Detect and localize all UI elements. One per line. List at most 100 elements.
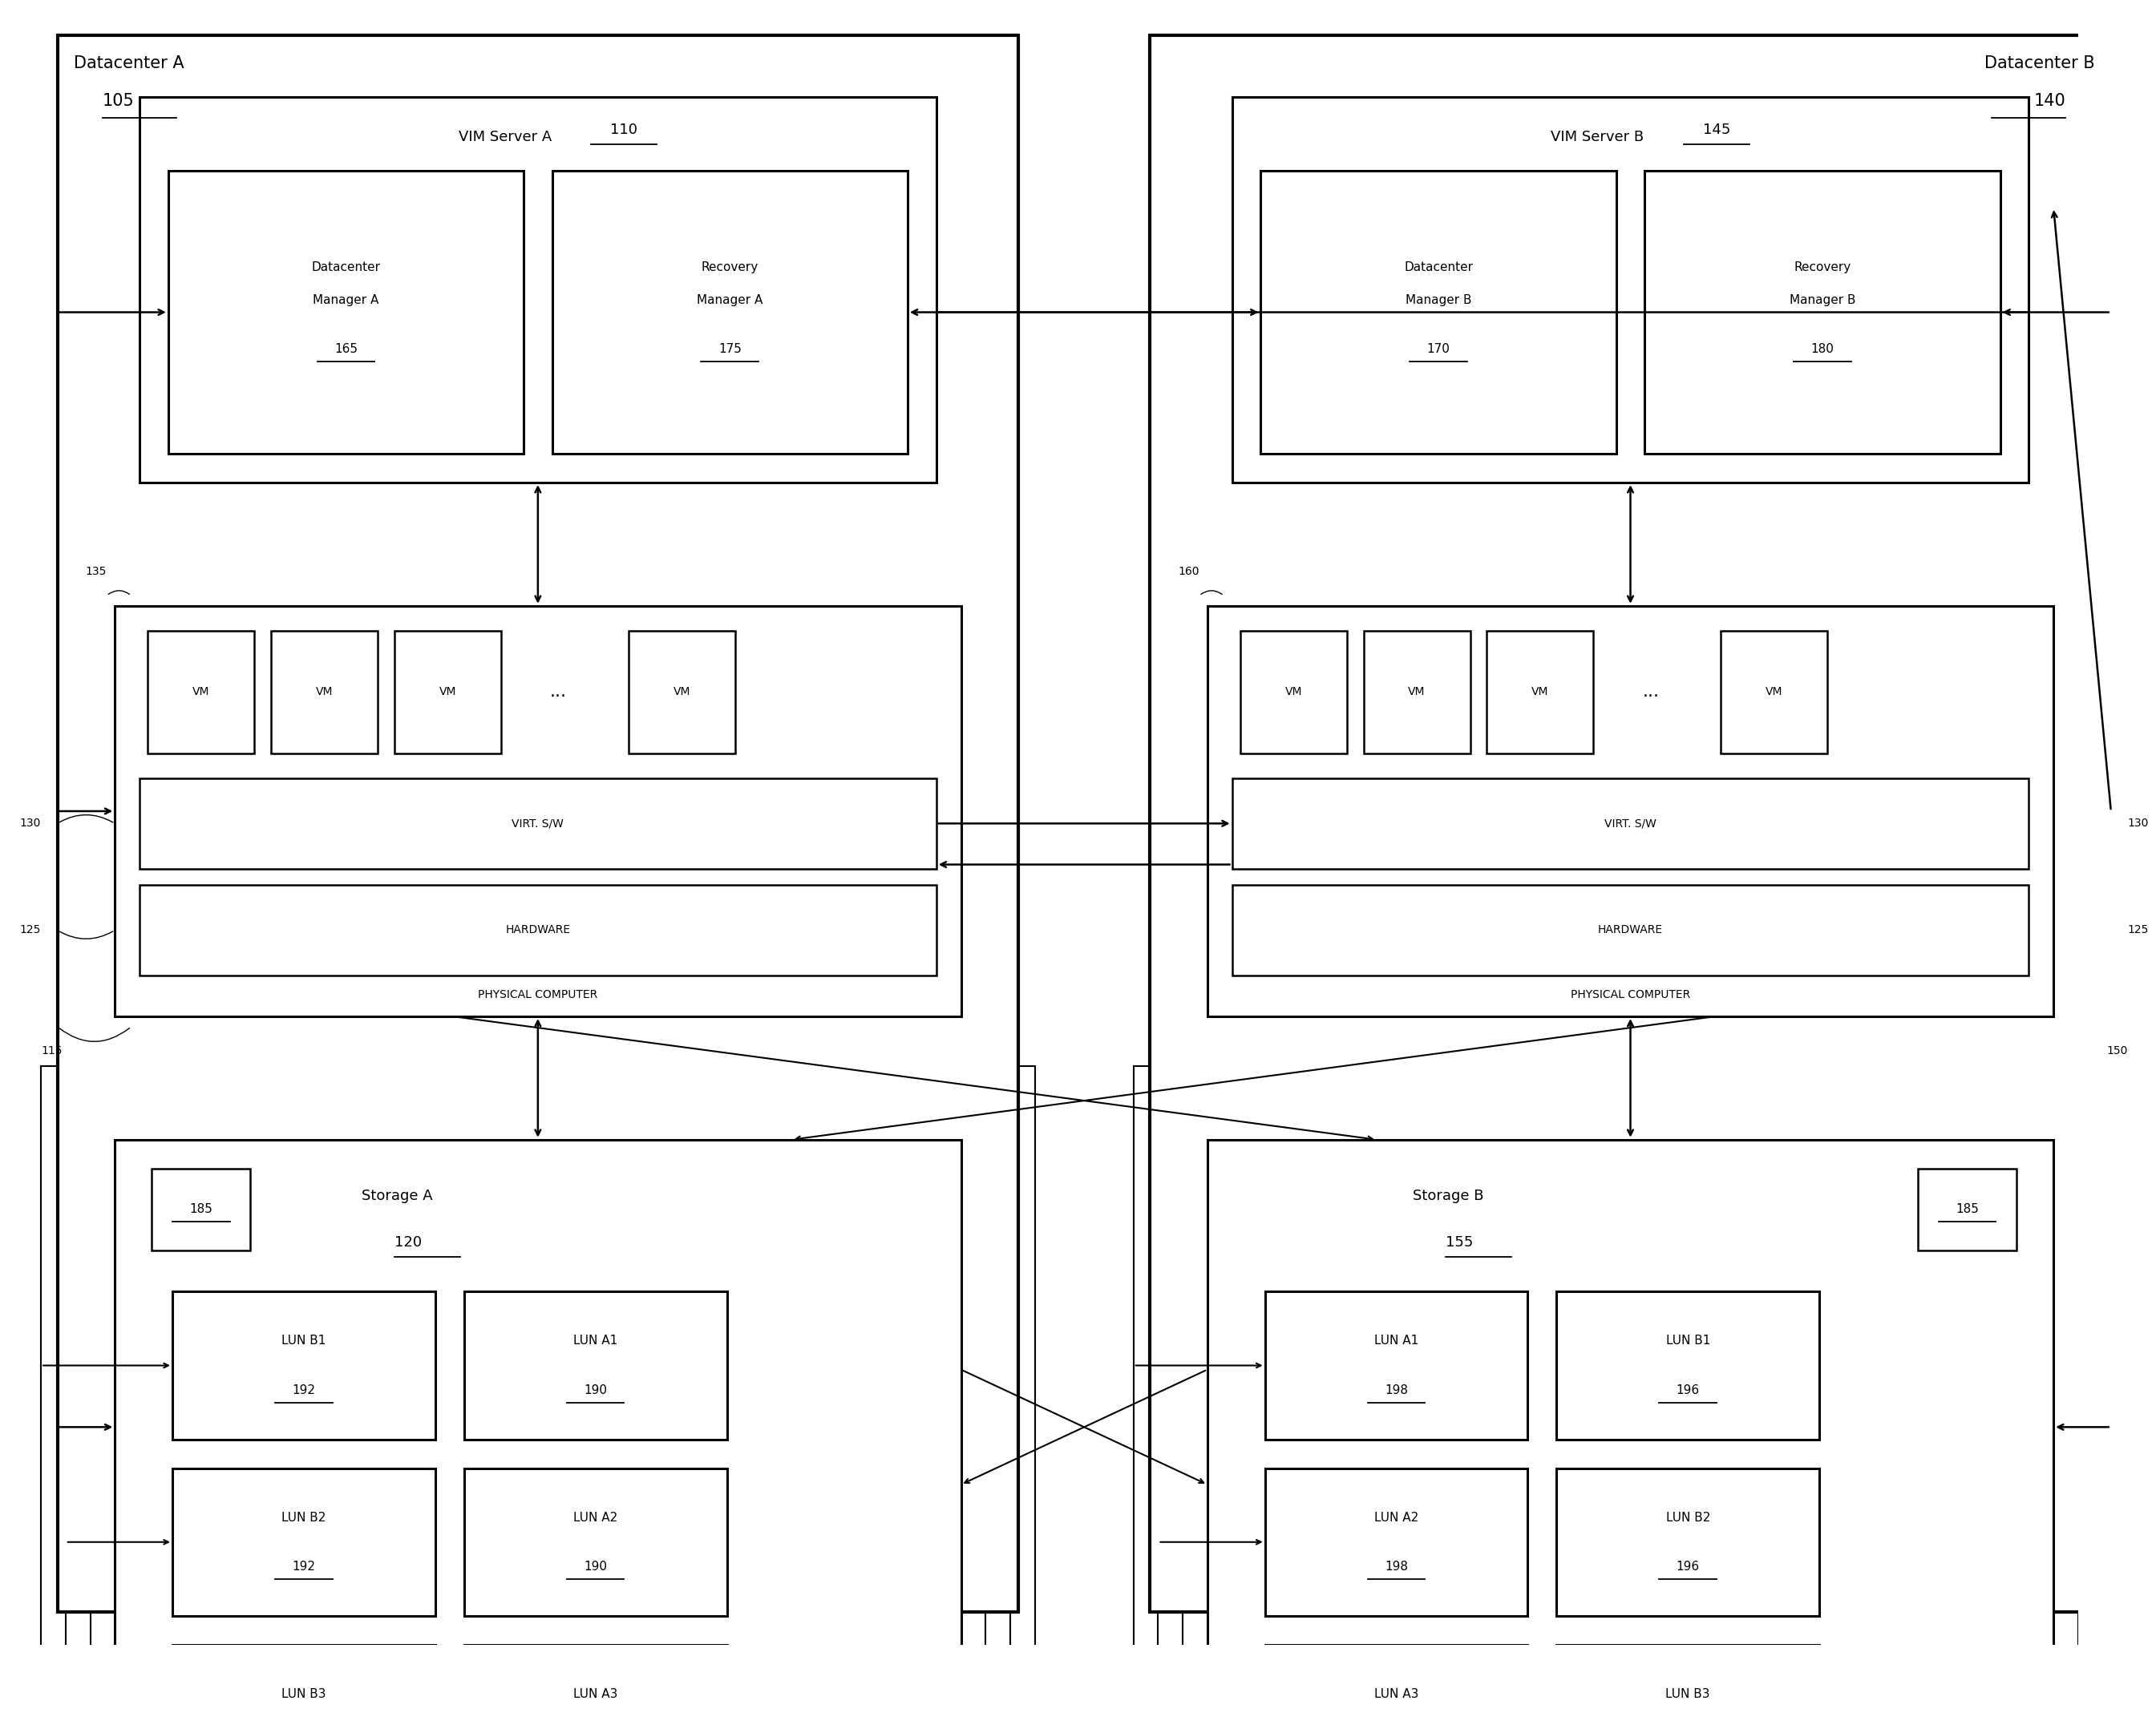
Text: 185: 185 (190, 1203, 213, 1215)
Text: 130: 130 (19, 818, 41, 828)
Text: 140: 140 (2033, 94, 2065, 109)
Text: VIRT. S/W: VIRT. S/W (511, 818, 565, 828)
Bar (1158, 1090, 2102, 1733)
Bar (58, 35, 1018, 1612)
Text: VM: VM (440, 686, 457, 698)
Text: 145: 145 (1703, 123, 1731, 137)
Text: 198: 198 (1384, 1385, 1408, 1397)
Text: VIRT. S/W: VIRT. S/W (1604, 818, 1656, 828)
Bar (1240, 631, 1348, 754)
Text: PHYSICAL COMPUTER: PHYSICAL COMPUTER (479, 990, 597, 1000)
Text: VM: VM (1285, 686, 1302, 698)
Text: VM: VM (673, 686, 690, 698)
Text: VM: VM (1531, 686, 1548, 698)
Bar (114, 607, 962, 1017)
Text: 150: 150 (2106, 1045, 2128, 1057)
Text: 192: 192 (293, 1561, 315, 1572)
Text: 190: 190 (584, 1385, 608, 1397)
Text: Manager B: Manager B (1789, 295, 1856, 307)
Text: VM: VM (192, 686, 209, 698)
Text: HARDWARE: HARDWARE (505, 925, 571, 936)
Bar (140, 886, 936, 976)
Text: 165: 165 (334, 343, 358, 355)
Bar (1261, 170, 1617, 454)
Bar (172, 1468, 436, 1615)
Text: LUN A2: LUN A2 (573, 1511, 617, 1523)
Text: LUN B3: LUN B3 (1667, 1688, 1710, 1700)
Bar (1720, 631, 1828, 754)
Text: LUN B2: LUN B2 (282, 1511, 326, 1523)
Bar (1266, 1291, 1529, 1440)
Text: Datacenter: Datacenter (310, 262, 379, 274)
Bar (1557, 1468, 1820, 1615)
Bar (1557, 1291, 1820, 1440)
Text: Datacenter B: Datacenter B (1984, 55, 2093, 71)
Text: 175: 175 (718, 343, 742, 355)
Bar (1488, 631, 1593, 754)
Text: ...: ... (550, 685, 567, 700)
Bar (1266, 1645, 1529, 1733)
Text: Datacenter A: Datacenter A (73, 55, 183, 71)
Bar (1363, 631, 1470, 754)
Text: Storage B: Storage B (1412, 1189, 1483, 1203)
Text: Datacenter: Datacenter (1404, 262, 1473, 274)
Text: ...: ... (1643, 685, 1660, 700)
Bar (172, 1291, 436, 1440)
Bar (1557, 1645, 1820, 1733)
Bar (464, 1645, 727, 1733)
Text: Recovery: Recovery (701, 262, 759, 274)
Text: 130: 130 (2128, 818, 2150, 828)
Text: 185: 185 (1955, 1203, 1979, 1215)
Text: 192: 192 (293, 1385, 315, 1397)
Text: 160: 160 (1177, 567, 1199, 577)
Text: 170: 170 (1427, 343, 1451, 355)
Text: 120: 120 (395, 1236, 423, 1249)
Text: VM: VM (315, 686, 332, 698)
Bar (140, 778, 936, 868)
Text: LUN B1: LUN B1 (282, 1334, 326, 1347)
Bar (1645, 170, 2001, 454)
Text: 190: 190 (584, 1561, 608, 1572)
Text: Storage A: Storage A (362, 1189, 433, 1203)
Text: LUN B1: LUN B1 (1667, 1334, 1710, 1347)
Text: 110: 110 (610, 123, 638, 137)
Text: 115: 115 (41, 1045, 63, 1057)
Text: VM: VM (1408, 686, 1425, 698)
Bar (1207, 1140, 2053, 1714)
Bar (41, 1066, 1035, 1733)
Bar (627, 631, 735, 754)
Text: LUN A2: LUN A2 (1373, 1511, 1419, 1523)
Text: LUN A3: LUN A3 (1373, 1688, 1419, 1700)
Text: Manager A: Manager A (696, 295, 763, 307)
Bar (272, 631, 377, 754)
Bar (1134, 1066, 2128, 1733)
Bar (464, 1468, 727, 1615)
Text: PHYSICAL COMPUTER: PHYSICAL COMPUTER (1570, 990, 1690, 1000)
Bar (1231, 97, 2029, 484)
Bar (1266, 1468, 1529, 1615)
Text: 155: 155 (1447, 1236, 1473, 1249)
Bar (1184, 1114, 2078, 1733)
Text: 180: 180 (1811, 343, 1835, 355)
Text: 125: 125 (19, 925, 41, 936)
Bar (149, 631, 254, 754)
Bar (1919, 1168, 2016, 1251)
Text: VIM Server B: VIM Server B (1550, 130, 1645, 144)
Text: LUN A1: LUN A1 (1373, 1334, 1419, 1347)
Bar (91, 1114, 985, 1733)
Bar (65, 1090, 1011, 1733)
Text: LUN A3: LUN A3 (573, 1688, 617, 1700)
Bar (1231, 886, 2029, 976)
Bar (1207, 607, 2053, 1017)
Bar (1149, 35, 2111, 1612)
Text: HARDWARE: HARDWARE (1598, 925, 1662, 936)
Text: 198: 198 (1384, 1561, 1408, 1572)
Text: Manager B: Manager B (1406, 295, 1473, 307)
Text: 105: 105 (103, 94, 134, 109)
Bar (151, 1168, 250, 1251)
Bar (552, 170, 908, 454)
Text: Manager A: Manager A (313, 295, 379, 307)
Text: VIM Server A: VIM Server A (459, 130, 552, 144)
Text: 196: 196 (1675, 1385, 1699, 1397)
Bar (168, 170, 524, 454)
